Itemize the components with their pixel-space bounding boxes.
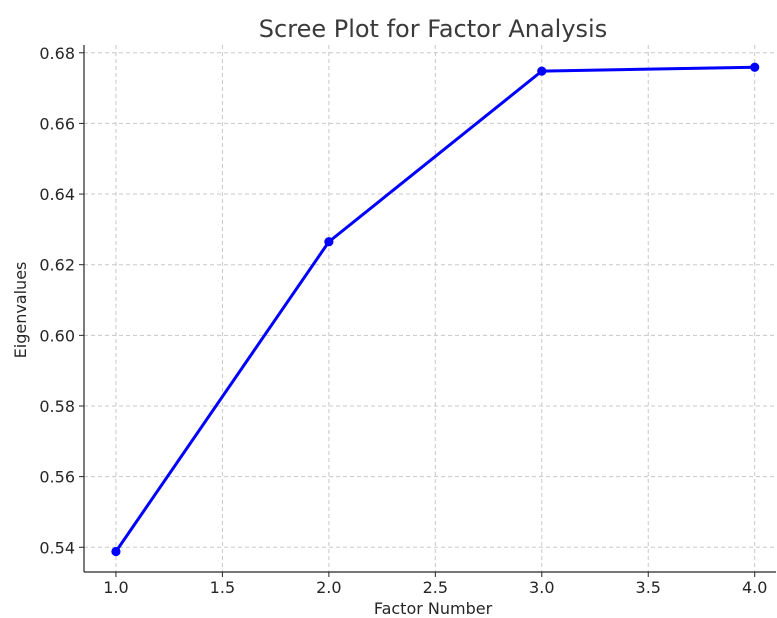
series-group bbox=[111, 62, 760, 557]
y-tick-label: 0.60 bbox=[39, 326, 75, 345]
x-tick-label: 4.0 bbox=[742, 578, 767, 597]
x-tick-label: 3.0 bbox=[529, 578, 554, 597]
x-tick-label: 1.0 bbox=[103, 578, 128, 597]
axes bbox=[79, 45, 776, 577]
x-tick-label: 2.0 bbox=[316, 578, 341, 597]
chart-title: Scree Plot for Factor Analysis bbox=[259, 15, 607, 43]
y-tick-label: 0.56 bbox=[39, 468, 75, 487]
y-tick-label: 0.62 bbox=[39, 256, 75, 275]
y-tick-label: 0.66 bbox=[39, 114, 75, 133]
y-tick-label: 0.58 bbox=[39, 397, 75, 416]
x-axis-label: Factor Number bbox=[374, 599, 493, 618]
data-point bbox=[111, 546, 121, 557]
data-point bbox=[324, 237, 334, 247]
y-tick-label: 0.64 bbox=[39, 185, 75, 204]
data-point bbox=[750, 62, 760, 72]
y-axis-label: Eigenvalues bbox=[11, 262, 30, 359]
y-tick-label: 0.68 bbox=[39, 44, 75, 63]
data-point bbox=[537, 66, 547, 76]
series-line bbox=[114, 65, 757, 554]
tick-labels: 1.0 1.5 2.0 2.5 3.0 3.5 4.0 0.54 0.56 0.58 0.60 0.6… bbox=[39, 44, 767, 597]
grid-lines bbox=[84, 45, 776, 572]
x-tick-label: 1.5 bbox=[210, 578, 235, 597]
x-tick-label: 2.5 bbox=[423, 578, 448, 597]
x-tick-label: 3.5 bbox=[636, 578, 661, 597]
y-tick-label: 0.54 bbox=[39, 538, 75, 557]
